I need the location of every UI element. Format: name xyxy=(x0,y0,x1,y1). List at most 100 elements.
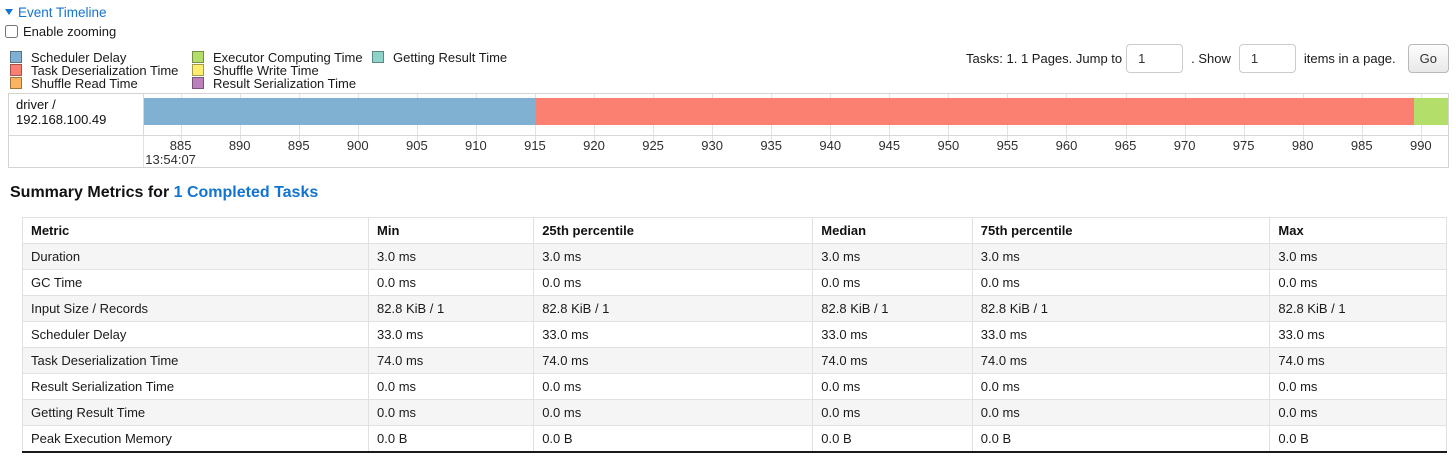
col-header-75th: 75th percentile xyxy=(971,216,1271,244)
summary-metrics-heading: Summary Metrics for 1 Completed Tasks xyxy=(10,184,1449,202)
executor-row-label: driver / 192.168.100.49 xyxy=(9,93,144,135)
metric-value-cell: 3.0 ms xyxy=(971,242,1271,270)
metric-value-cell: 0.0 ms xyxy=(1269,398,1447,426)
col-header-median: Median xyxy=(812,216,973,244)
metric-name-cell: Input Size / Records xyxy=(21,294,370,322)
metric-value-cell: 74.0 ms xyxy=(368,346,535,374)
axis-tick-label: 970 xyxy=(1173,137,1196,153)
legend-label: Result Serialization Time xyxy=(213,75,357,91)
items-per-page-input[interactable] xyxy=(1238,43,1296,73)
metric-value-cell: 74.0 ms xyxy=(812,346,973,374)
axis-tick xyxy=(1007,135,1009,144)
metric-value-cell: 0.0 ms xyxy=(971,398,1271,426)
enable-zooming-checkbox[interactable] xyxy=(5,24,18,38)
metric-name-cell: GC Time xyxy=(21,268,370,296)
metric-value-cell: 33.0 ms xyxy=(1269,320,1447,348)
metric-value-cell: 82.8 KiB / 1 xyxy=(533,294,814,322)
legend-swatch-icon xyxy=(192,77,204,89)
timeline-segment[interactable] xyxy=(1413,97,1448,125)
axis-tick-label: 965 xyxy=(1114,137,1137,153)
task-pagination: Tasks: 1. 1 Pages. Jump to . Show items … xyxy=(966,43,1449,73)
metric-name-cell: Scheduler Delay xyxy=(21,320,370,348)
metric-value-cell: 3.0 ms xyxy=(368,242,535,270)
completed-tasks-link[interactable]: 1 Completed Tasks xyxy=(173,183,319,201)
table-row: Getting Result Time 0.0 ms 0.0 ms 0.0 ms 0.0… xyxy=(21,398,1447,426)
legend-item: Result Serialization Time xyxy=(192,75,372,91)
legend-item: Executor Computing Time xyxy=(192,50,372,65)
table-row: Peak Execution Memory 0.0 B 0.0 B 0.0 B 0.0 … xyxy=(21,424,1447,452)
jump-to-page-input[interactable] xyxy=(1126,43,1184,73)
metric-value-cell: 0.0 ms xyxy=(1269,372,1447,400)
timeline-segment[interactable] xyxy=(144,97,537,125)
metric-name-cell: Getting Result Time xyxy=(21,398,370,426)
axis-tick-label: 925 xyxy=(642,137,664,153)
table-row: Scheduler Delay 33.0 ms 33.0 ms 33.0 ms 33.0… xyxy=(21,320,1447,348)
table-row: Duration 3.0 ms 3.0 ms 3.0 ms 3.0 ms 3.0 ms xyxy=(21,242,1447,270)
axis-tick xyxy=(239,135,241,144)
axis-tick xyxy=(1184,135,1186,144)
axis-tick xyxy=(594,135,596,144)
metric-value-cell: 3.0 ms xyxy=(1269,242,1447,270)
timeline-segment[interactable] xyxy=(536,97,1414,125)
axis-tick xyxy=(1361,135,1363,144)
table-header-row: Metric Min 25th percentile Median 75th p… xyxy=(21,216,1447,244)
items-in-page-label: items in a page. xyxy=(1303,50,1396,66)
metric-value-cell: 0.0 B xyxy=(1269,424,1447,452)
metric-name-cell: Result Serialization Time xyxy=(21,372,370,400)
metric-value-cell: 0.0 ms xyxy=(368,268,535,296)
axis-tick xyxy=(653,135,655,144)
axis-tick xyxy=(1302,135,1304,144)
legend-label: Scheduler Delay xyxy=(31,49,127,65)
metric-value-cell: 0.0 ms xyxy=(812,268,973,296)
col-header-25th: 25th percentile xyxy=(533,216,814,244)
axis-tick-label: 960 xyxy=(1055,137,1078,153)
col-header-metric: Metric xyxy=(21,216,370,244)
timeline-axis-row: 885 890 895 900 905 910 915 920 925 930 935 940 945 9… xyxy=(9,135,1448,167)
axis-tick xyxy=(1066,135,1068,144)
metric-value-cell: 74.0 ms xyxy=(1269,346,1447,374)
table-row: Result Serialization Time 0.0 ms 0.0 ms 0.0… xyxy=(21,372,1447,400)
metric-value-cell: 0.0 ms xyxy=(812,372,973,400)
metric-value-cell: 0.0 B xyxy=(533,424,814,452)
legend-label: Shuffle Read Time xyxy=(31,75,138,91)
axis-tick xyxy=(889,135,891,144)
legend-column: Executor Computing Time Shuffle Write Tim… xyxy=(192,50,372,91)
axis-tick-label: 900 xyxy=(346,137,369,153)
axis-tick xyxy=(357,135,359,144)
metric-value-cell: 82.8 KiB / 1 xyxy=(368,294,535,322)
legend-label: Shuffle Write Time xyxy=(213,62,319,78)
legend-label: Getting Result Time xyxy=(393,49,508,65)
axis-label-spacer xyxy=(9,135,144,167)
legend-item: Getting Result Time xyxy=(372,49,508,65)
metric-value-cell: 0.0 ms xyxy=(971,268,1271,296)
axis-tick xyxy=(1420,135,1422,144)
legend-pagination-band: Scheduler Delay Task Deserialization Time… xyxy=(5,42,1449,91)
legend-swatch-icon xyxy=(192,64,204,76)
metric-value-cell: 0.0 ms xyxy=(533,372,814,400)
metric-value-cell: 0.0 ms xyxy=(1269,268,1447,296)
axis-tick-label: 980 xyxy=(1291,137,1314,153)
summary-table-wrapper: Metric Min 25th percentile Median 75th p… xyxy=(21,216,1447,453)
metric-value-cell: 0.0 ms xyxy=(368,398,535,426)
event-timeline-toggle-link[interactable]: Event Timeline xyxy=(5,5,107,20)
metric-value-cell: 33.0 ms xyxy=(533,320,814,348)
axis-tick xyxy=(771,135,773,144)
go-button[interactable]: Go xyxy=(1407,43,1449,73)
enable-zooming-row: Enable zooming xyxy=(5,24,1449,39)
col-header-max: Max xyxy=(1269,216,1447,244)
metric-value-cell: 33.0 ms xyxy=(368,320,535,348)
axis-tick xyxy=(298,135,300,144)
metric-value-cell: 3.0 ms xyxy=(533,242,814,270)
event-timeline-chart: driver / 192.168.100.49 885 890 895 900 905 9… xyxy=(8,92,1449,168)
legend-item: Scheduler Delay xyxy=(10,49,192,65)
metric-value-cell: 0.0 ms xyxy=(533,398,814,426)
axis-tick-label: 920 xyxy=(583,137,605,153)
legend-item: Task Deserialization Time xyxy=(10,63,192,78)
axis-tick xyxy=(712,135,714,144)
axis-tick xyxy=(1125,135,1127,144)
axis-tick-label: 940 xyxy=(819,137,842,153)
metric-value-cell: 33.0 ms xyxy=(971,320,1271,348)
axis-tick-label: 950 xyxy=(937,137,960,153)
timeline-axis: 885 890 895 900 905 910 915 920 925 930 935 940 945 9… xyxy=(144,135,1448,167)
axis-tick xyxy=(830,135,832,144)
